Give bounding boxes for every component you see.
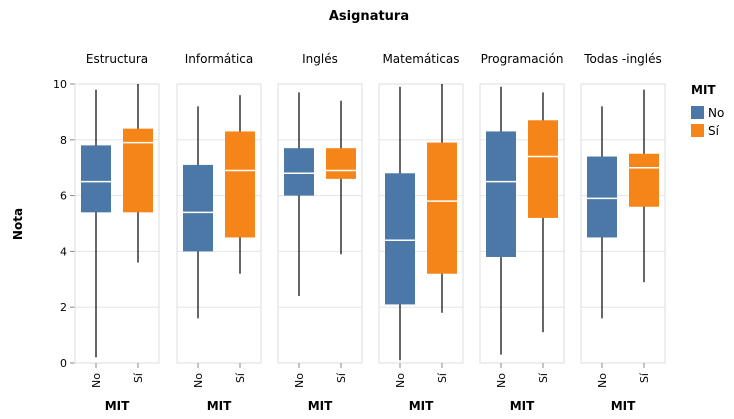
legend-label: No [708, 106, 724, 120]
box-iqr [528, 120, 558, 218]
box-iqr [629, 153, 659, 207]
x-tick-label: Sí [335, 372, 348, 383]
box-iqr [225, 131, 255, 238]
box-iqr [284, 148, 314, 196]
legend: MIT No Sí [691, 83, 724, 138]
box-si [123, 84, 153, 263]
y-axis: 0 2 4 6 8 10 [53, 78, 76, 370]
box-iqr [427, 142, 457, 274]
box-iqr [587, 156, 617, 238]
panel-frame [378, 83, 464, 364]
box-si [528, 92, 558, 333]
x-tick-label: Sí [436, 372, 449, 383]
box-no [587, 106, 617, 319]
x-tick-label: No [394, 373, 407, 388]
box-iqr [183, 164, 213, 252]
x-axis-title: MIT [611, 399, 636, 413]
y-tick-label: 4 [60, 245, 67, 258]
x-tick-label: Sí [234, 372, 247, 383]
x-tick-label: No [192, 373, 205, 388]
panel-frame [176, 83, 262, 364]
box-iqr [486, 131, 516, 257]
x-axis-title: MIT [409, 399, 434, 413]
facet-panel: Programación No Sí MIT [479, 52, 565, 413]
box-no [183, 106, 213, 319]
box-iqr [81, 145, 111, 213]
x-tick-label: Sí [132, 372, 145, 383]
facet-panel: Matemáticas No Sí MIT [378, 52, 464, 413]
box-iqr [123, 128, 153, 213]
facet-title: Todas -inglés [583, 52, 662, 66]
facet-title: Estructura [86, 52, 148, 66]
box-si [225, 95, 255, 274]
panel-frame [479, 83, 565, 364]
box-no [486, 86, 516, 355]
x-axis-title: MIT [207, 399, 232, 413]
panel-frame [74, 83, 160, 364]
panel-frame [277, 83, 363, 364]
facet-title: Programación [481, 52, 564, 66]
legend-title: MIT [691, 83, 716, 97]
x-axis-title: MIT [105, 399, 130, 413]
legend-swatch [691, 106, 704, 119]
legend-label: Sí [708, 124, 720, 138]
facet-panel: Todas -inglés No Sí MIT [580, 52, 666, 413]
facet-panel: Informática No Sí MIT [176, 52, 262, 413]
legend-swatch [691, 124, 704, 137]
y-tick-label: 2 [60, 301, 67, 314]
x-tick-label: No [495, 373, 508, 388]
x-tick-label: No [596, 373, 609, 388]
chart-title: Asignatura [329, 9, 409, 24]
x-axis-title: MIT [510, 399, 535, 413]
box-si [326, 100, 356, 255]
facet-panel: Estructura No Sí MIT [74, 52, 160, 413]
box-no [385, 86, 415, 361]
box-si [629, 89, 659, 283]
panel-frame [580, 83, 666, 364]
y-tick-label: 0 [60, 357, 67, 370]
x-tick-label: No [90, 373, 103, 388]
box-si [427, 84, 457, 313]
y-axis-title: Nota [11, 208, 25, 240]
box-iqr [385, 173, 415, 305]
box-iqr [326, 148, 356, 179]
y-tick-label: 10 [53, 78, 67, 91]
y-tick-label: 6 [60, 190, 67, 203]
x-tick-label: Sí [638, 372, 651, 383]
facet-title: Inglés [302, 52, 338, 66]
x-tick-label: Sí [537, 372, 550, 383]
facet-panel: Inglés No Sí MIT [277, 52, 363, 413]
box-no [284, 92, 314, 297]
box-no [81, 89, 111, 358]
facet-title: Matemáticas [382, 52, 459, 66]
facet-title: Informática [185, 52, 253, 66]
x-axis-title: MIT [308, 399, 333, 413]
x-tick-label: No [293, 373, 306, 388]
y-tick-label: 8 [60, 134, 67, 147]
